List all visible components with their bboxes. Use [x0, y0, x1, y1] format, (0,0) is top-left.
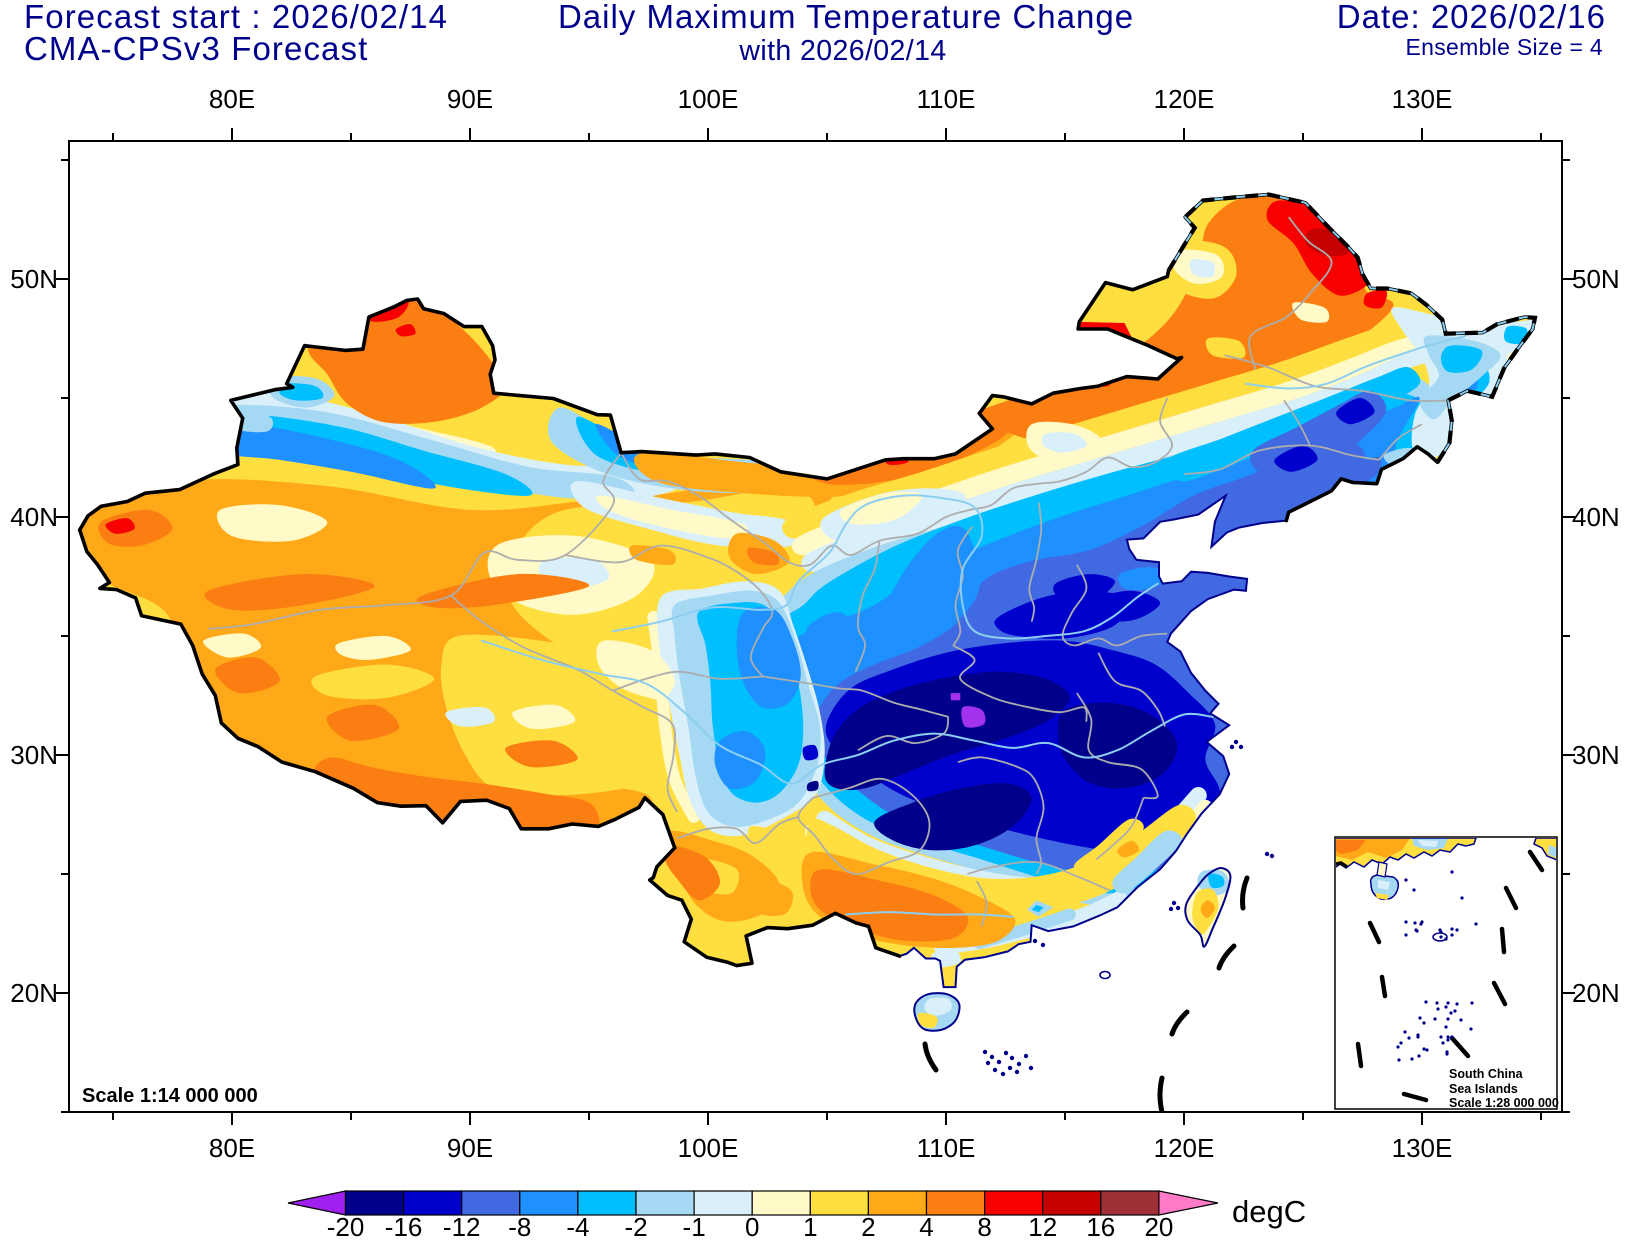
- svg-text:Scale 1:14 000 000: Scale 1:14 000 000: [82, 1085, 258, 1107]
- svg-text:8: 8: [977, 1212, 991, 1241]
- svg-text:50N: 50N: [1572, 264, 1620, 294]
- svg-text:130E: 130E: [1392, 1133, 1453, 1163]
- svg-text:-20: -20: [327, 1212, 365, 1241]
- svg-text:Date: 2026/02/16: Date: 2026/02/16: [1337, 0, 1606, 35]
- svg-text:90E: 90E: [447, 1133, 493, 1163]
- svg-text:2: 2: [861, 1212, 875, 1241]
- svg-text:-16: -16: [385, 1212, 423, 1241]
- svg-text:1: 1: [803, 1212, 817, 1241]
- svg-text:110E: 110E: [917, 1133, 976, 1163]
- svg-text:40N: 40N: [1572, 502, 1620, 532]
- svg-text:Forecast start : 2026/02/14: Forecast start : 2026/02/14: [24, 0, 448, 35]
- svg-text:80E: 80E: [209, 1133, 255, 1163]
- svg-text:20: 20: [1144, 1212, 1173, 1241]
- svg-text:CMA-CPSv3 Forecast: CMA-CPSv3 Forecast: [24, 30, 368, 67]
- svg-text:-1: -1: [683, 1212, 706, 1241]
- svg-text:90E: 90E: [447, 84, 493, 114]
- svg-text:Scale 1:28 000 000: Scale 1:28 000 000: [1449, 1096, 1559, 1110]
- svg-text:30N: 30N: [1572, 740, 1620, 770]
- svg-text:16: 16: [1086, 1212, 1115, 1241]
- svg-text:120E: 120E: [1154, 1133, 1215, 1163]
- svg-text:30N: 30N: [10, 740, 58, 770]
- svg-text:20N: 20N: [10, 978, 58, 1008]
- svg-text:80E: 80E: [209, 84, 255, 114]
- svg-text:South China: South China: [1449, 1067, 1524, 1081]
- svg-text:4: 4: [919, 1212, 933, 1241]
- svg-text:with 2026/02/14: with 2026/02/14: [738, 35, 946, 67]
- svg-text:Sea Islands: Sea Islands: [1449, 1082, 1518, 1096]
- svg-text:20N: 20N: [1572, 978, 1620, 1008]
- svg-text:40N: 40N: [10, 502, 58, 532]
- svg-text:100E: 100E: [678, 1133, 739, 1163]
- svg-text:120E: 120E: [1154, 84, 1215, 114]
- svg-text:110E: 110E: [917, 84, 976, 114]
- svg-text:50N: 50N: [10, 264, 58, 294]
- svg-text:12: 12: [1028, 1212, 1057, 1241]
- svg-text:-8: -8: [508, 1212, 531, 1241]
- svg-text:100E: 100E: [678, 84, 739, 114]
- svg-text:Ensemble Size = 4: Ensemble Size = 4: [1405, 34, 1603, 60]
- svg-text:-12: -12: [443, 1212, 481, 1241]
- svg-text:-2: -2: [624, 1212, 647, 1241]
- svg-text:0: 0: [745, 1212, 759, 1241]
- svg-text:130E: 130E: [1392, 84, 1453, 114]
- svg-text:degC: degC: [1232, 1194, 1306, 1229]
- svg-text:-4: -4: [566, 1212, 589, 1241]
- svg-text:Daily Maximum Temperature Chan: Daily Maximum Temperature Change: [558, 0, 1134, 35]
